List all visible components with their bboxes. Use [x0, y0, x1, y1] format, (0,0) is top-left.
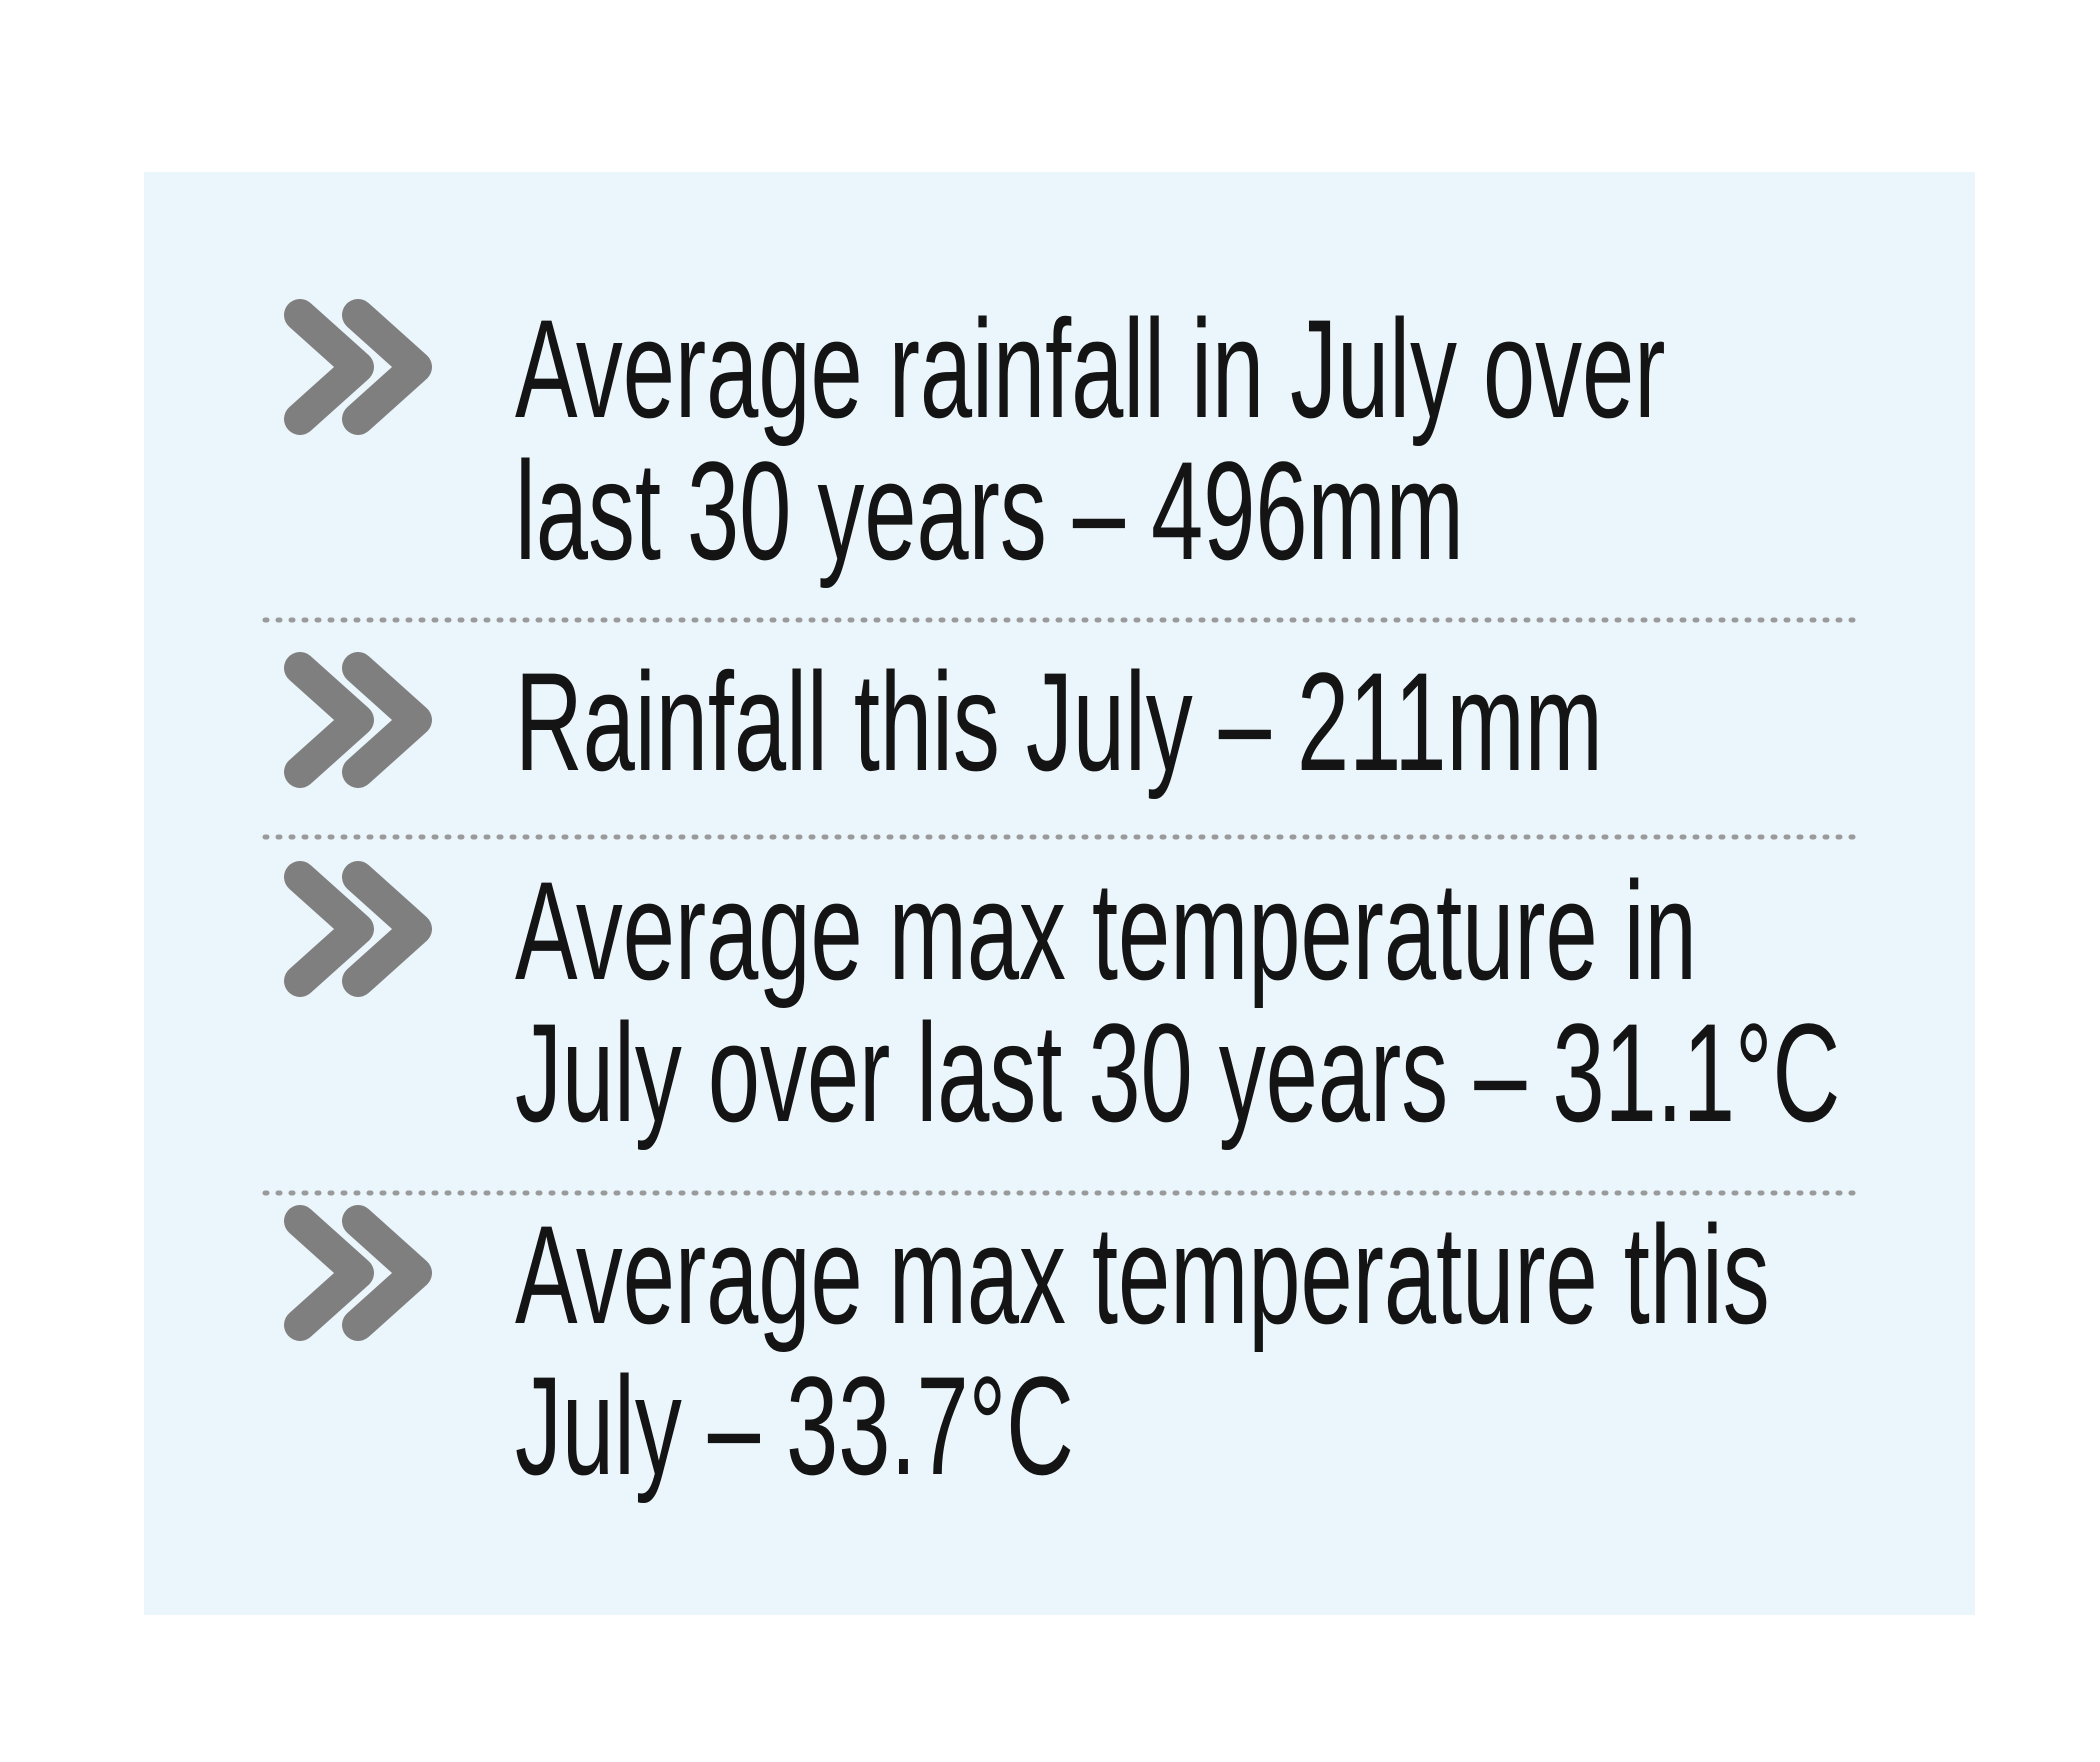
- chevron: [342, 861, 432, 997]
- dividers: [262, 617, 1856, 1196]
- chevron: [342, 652, 432, 788]
- chevron: [342, 1205, 432, 1341]
- chevron-icon: [284, 652, 432, 788]
- chevron-icon: [284, 299, 432, 435]
- card: [144, 172, 1975, 1615]
- item-text: Average rainfall in July over: [515, 291, 1665, 447]
- chevron: [284, 861, 374, 997]
- item-text: Average max temperature in: [515, 853, 1697, 1009]
- item-text: last 30 years – 496mm: [515, 433, 1464, 589]
- item-text: July – 33.7°C: [515, 1348, 1074, 1504]
- item-text: July over last 30 years – 31.1°C: [515, 995, 1840, 1151]
- chevron-icon: [284, 1205, 432, 1341]
- chevron-icon: [284, 861, 432, 997]
- chevron: [342, 299, 432, 435]
- chevron: [284, 299, 374, 435]
- chevron: [284, 652, 374, 788]
- item: Rainfall this July – 211mm: [284, 644, 1603, 801]
- chevron: [284, 1205, 374, 1341]
- item-text: Average max temperature this: [515, 1197, 1770, 1353]
- item-text: Rainfall this July – 211mm: [515, 644, 1603, 800]
